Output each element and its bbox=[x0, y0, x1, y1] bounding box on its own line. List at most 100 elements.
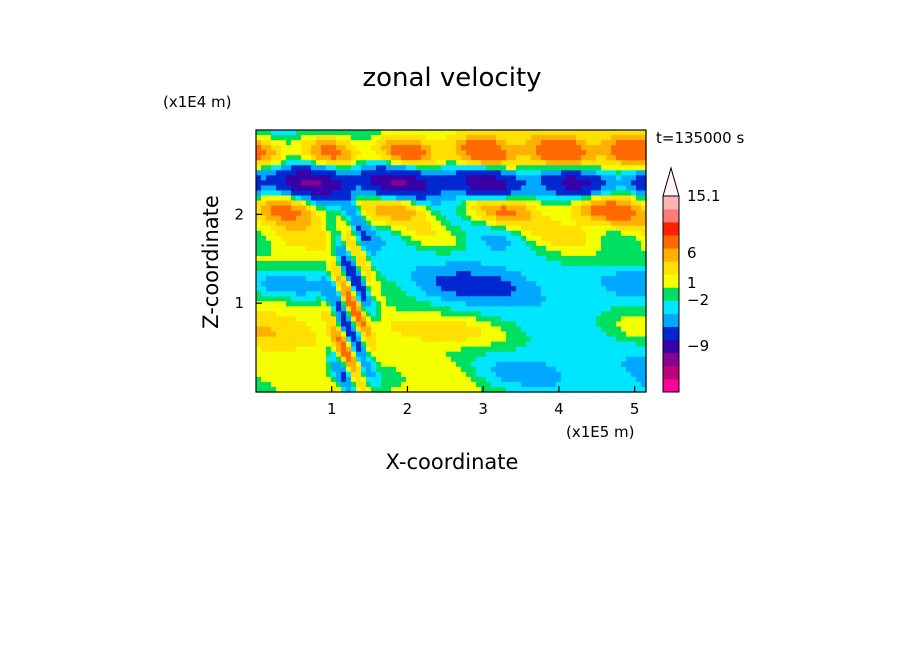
heatmap-cell bbox=[496, 190, 502, 197]
heatmap-cell bbox=[571, 230, 577, 237]
heatmap-cell bbox=[406, 210, 412, 217]
heatmap-cell bbox=[341, 271, 347, 277]
heatmap-cell bbox=[276, 356, 282, 363]
heatmap-cell bbox=[476, 371, 482, 378]
heatmap-cell bbox=[321, 155, 327, 161]
heatmap-cell bbox=[516, 145, 522, 151]
heatmap-cell bbox=[616, 220, 622, 227]
heatmap-cell bbox=[481, 361, 487, 368]
heatmap-cell bbox=[386, 180, 392, 187]
colorbar-swatch bbox=[663, 352, 679, 367]
heatmap-cell bbox=[286, 351, 292, 358]
heatmap-cell bbox=[556, 215, 562, 222]
heatmap-cell bbox=[496, 155, 502, 161]
heatmap-cell bbox=[441, 346, 447, 353]
heatmap-cell bbox=[256, 215, 262, 222]
heatmap-cell bbox=[566, 366, 572, 373]
heatmap-cell bbox=[361, 250, 367, 257]
heatmap-cell bbox=[326, 250, 332, 257]
heatmap-cell bbox=[411, 165, 417, 171]
heatmap-cell bbox=[461, 200, 467, 207]
heatmap-cell bbox=[606, 180, 612, 187]
heatmap-cell bbox=[611, 341, 617, 348]
heatmap-cell bbox=[546, 225, 552, 232]
heatmap-cell bbox=[556, 145, 562, 151]
heatmap-cell bbox=[351, 195, 357, 202]
heatmap-cell bbox=[506, 165, 512, 171]
heatmap-cell bbox=[631, 331, 637, 338]
heatmap-cell bbox=[256, 331, 262, 338]
heatmap-cell bbox=[371, 356, 377, 363]
heatmap-cell bbox=[551, 386, 557, 393]
heatmap-cell bbox=[606, 366, 612, 373]
heatmap-cell bbox=[461, 346, 467, 353]
heatmap-cell bbox=[326, 205, 332, 212]
heatmap-cell bbox=[621, 306, 627, 312]
heatmap-cell bbox=[466, 261, 472, 267]
heatmap-cell bbox=[261, 235, 267, 242]
heatmap-cell bbox=[281, 306, 287, 312]
heatmap-cell bbox=[381, 296, 387, 302]
heatmap-cell bbox=[431, 386, 437, 393]
heatmap-cell bbox=[456, 145, 462, 151]
heatmap-cell bbox=[471, 296, 477, 302]
heatmap-cell bbox=[331, 155, 337, 161]
heatmap-cell bbox=[436, 205, 442, 212]
heatmap-cell bbox=[261, 286, 267, 292]
heatmap-cell bbox=[416, 240, 422, 247]
heatmap-cell bbox=[611, 175, 617, 181]
heatmap-cell bbox=[486, 135, 492, 141]
heatmap-cell bbox=[516, 150, 522, 156]
heatmap-cell bbox=[366, 381, 372, 388]
heatmap-cell bbox=[541, 180, 547, 187]
heatmap-cell bbox=[436, 240, 442, 247]
heatmap-cell bbox=[501, 190, 507, 197]
heatmap-cell bbox=[471, 271, 477, 277]
heatmap-cell bbox=[511, 230, 517, 237]
heatmap-cell bbox=[571, 371, 577, 378]
heatmap-cell bbox=[641, 271, 647, 277]
heatmap-cell bbox=[381, 291, 387, 297]
heatmap-cell bbox=[306, 296, 312, 302]
heatmap-cell bbox=[586, 200, 592, 207]
heatmap-cell bbox=[561, 240, 567, 247]
heatmap-cell bbox=[371, 336, 377, 343]
heatmap-cell bbox=[456, 306, 462, 312]
heatmap-cell bbox=[346, 376, 352, 383]
heatmap-cell bbox=[416, 170, 422, 176]
heatmap-cell bbox=[546, 331, 552, 338]
heatmap-cell bbox=[306, 351, 312, 358]
heatmap-cell bbox=[371, 130, 377, 136]
heatmap-cell bbox=[531, 145, 537, 151]
heatmap-cell bbox=[496, 366, 502, 373]
heatmap-cell bbox=[366, 286, 372, 292]
heatmap-cell bbox=[511, 371, 517, 378]
heatmap-cell bbox=[366, 326, 372, 333]
heatmap-cell bbox=[391, 255, 397, 262]
heatmap-cell bbox=[321, 250, 327, 257]
heatmap-cell bbox=[426, 321, 432, 328]
heatmap-cell bbox=[261, 165, 267, 171]
heatmap-cell bbox=[381, 366, 387, 373]
heatmap-cell bbox=[396, 210, 402, 217]
heatmap-cell bbox=[536, 130, 542, 136]
heatmap-cell bbox=[616, 266, 622, 272]
heatmap-cell bbox=[321, 220, 327, 227]
heatmap-cell bbox=[491, 301, 497, 307]
heatmap-cell bbox=[556, 255, 562, 262]
heatmap-cell bbox=[511, 215, 517, 222]
heatmap-cell bbox=[531, 250, 537, 257]
heatmap-cell bbox=[541, 386, 547, 393]
heatmap-cell bbox=[321, 286, 327, 292]
heatmap-cell bbox=[436, 276, 442, 282]
heatmap-cell bbox=[511, 276, 517, 282]
heatmap-cell bbox=[501, 381, 507, 388]
heatmap-cell bbox=[421, 261, 427, 267]
heatmap-cell bbox=[421, 180, 427, 187]
heatmap-cell bbox=[586, 205, 592, 212]
heatmap-cell bbox=[576, 230, 582, 237]
heatmap-cell bbox=[336, 311, 342, 318]
heatmap-cell bbox=[281, 386, 287, 393]
heatmap-cell bbox=[586, 281, 592, 287]
heatmap-cell bbox=[371, 326, 377, 333]
